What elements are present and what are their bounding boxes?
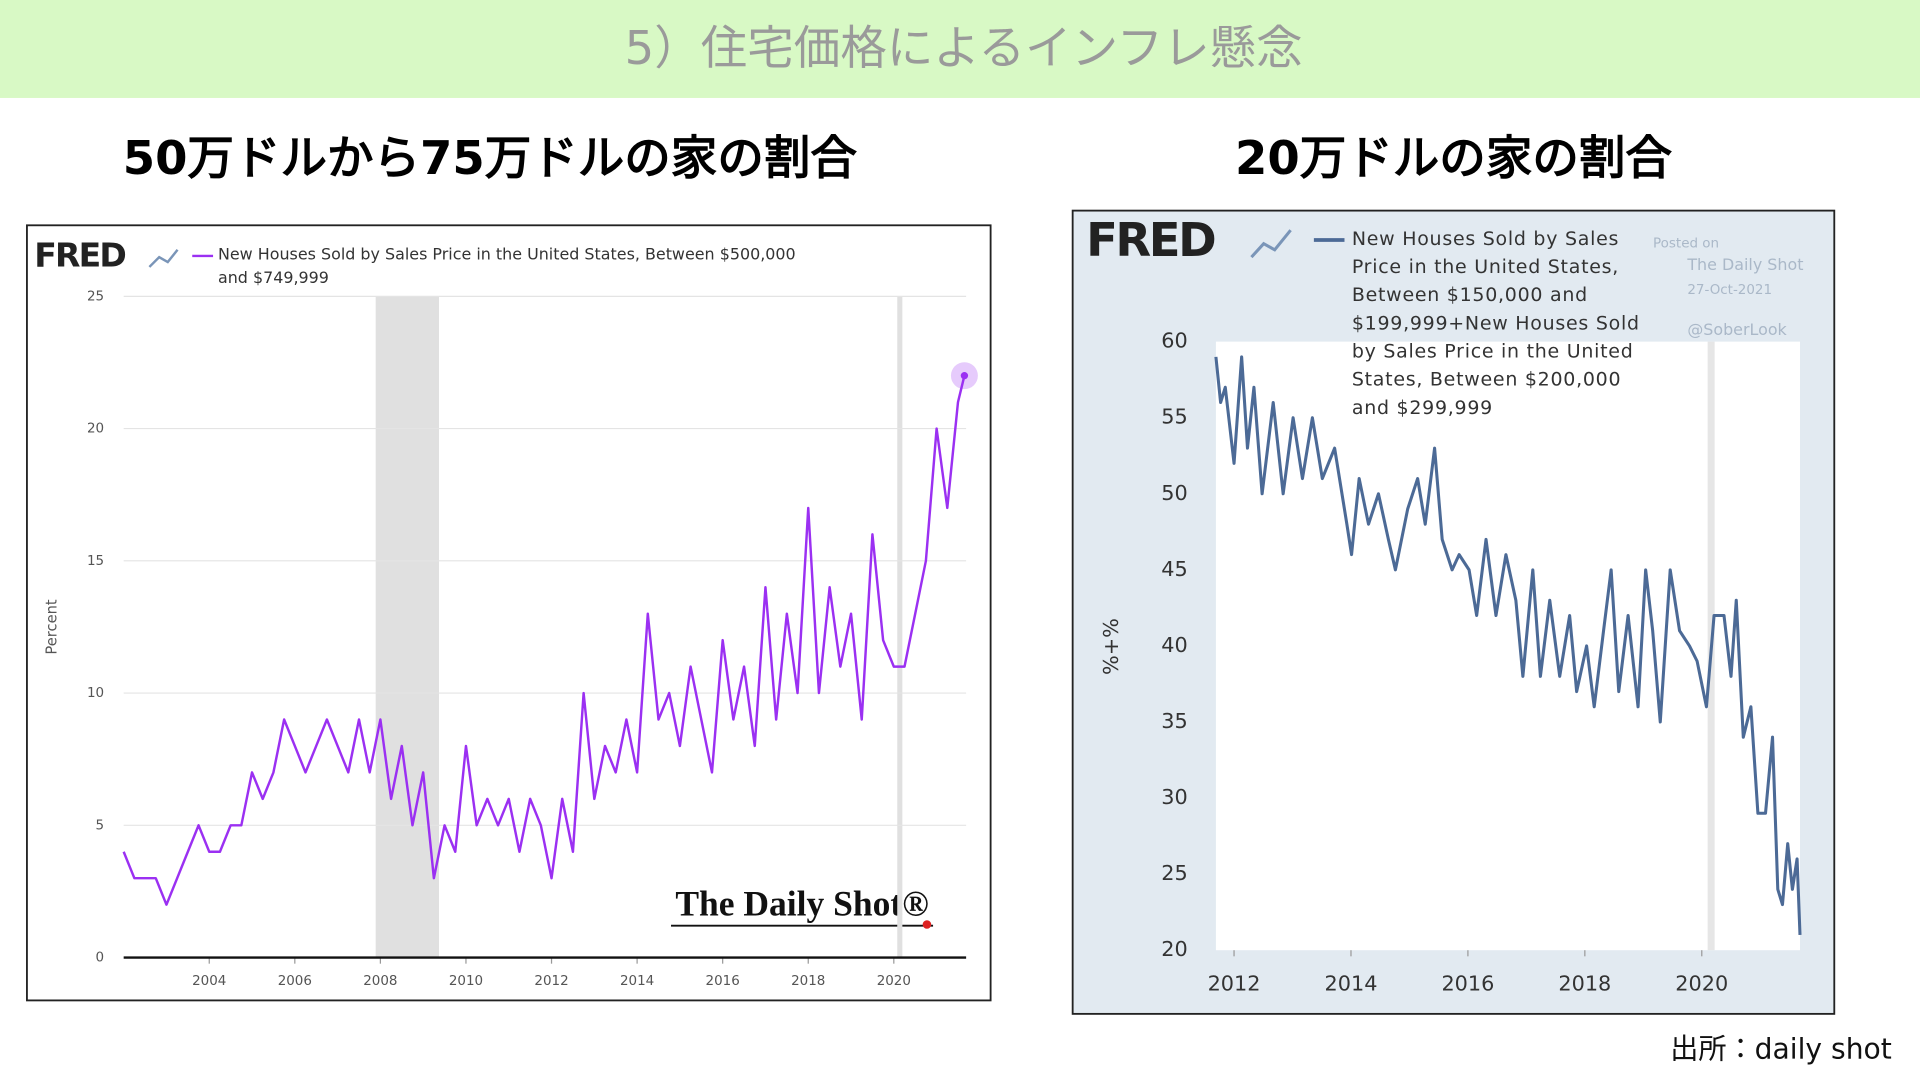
handle: @SoberLook: [1687, 320, 1787, 339]
x-tick-label: 2020: [1675, 971, 1728, 995]
recession-band: [375, 296, 440, 958]
x-tick-label: 2018: [1558, 971, 1611, 995]
fred-logo: FRED: [34, 236, 125, 275]
header-title: 5）住宅価格によるインフレ懸念: [625, 21, 1303, 75]
y-tick-label: 55: [1161, 405, 1187, 429]
y-tick-label: 50: [1161, 481, 1187, 505]
y-tick-label: 30: [1161, 785, 1187, 809]
x-tick-label: 2006: [278, 974, 312, 989]
x-tick-label: 2020: [877, 974, 911, 989]
watermark: The Daily Shot®: [675, 884, 928, 924]
logo-icon: [148, 249, 179, 268]
legend-text: New Houses Sold by Sales Price in the Un…: [1351, 227, 1640, 419]
y-tick-label: 15: [87, 554, 104, 569]
end-marker: [960, 372, 969, 380]
x-tick-label: 2008: [363, 974, 397, 989]
watermark-dot: [922, 920, 932, 929]
y-tick-label: 20: [1161, 937, 1187, 961]
posted-date: 27-Oct-2021: [1687, 283, 1772, 298]
x-tick-label: 2010: [449, 974, 483, 989]
y-tick-label: 35: [1161, 709, 1187, 733]
y-tick-label: 5: [96, 818, 105, 833]
legend: New Houses Sold by Sales Price in the Un…: [1351, 227, 1640, 419]
y-tick-label: 45: [1161, 557, 1187, 581]
posted-on: Posted on: [1653, 237, 1719, 252]
y-tick-label: 40: [1161, 633, 1187, 657]
x-tick-label: 2016: [1441, 971, 1494, 995]
x-tick-label: 2014: [620, 974, 654, 989]
x-tick-label: 2012: [1208, 971, 1261, 995]
x-tick-label: 2012: [534, 974, 568, 989]
y-tick-label: 20: [87, 422, 104, 437]
y-tick-label: 0: [96, 951, 105, 966]
posted-by: The Daily Shot: [1686, 255, 1803, 274]
source-note: 出所：daily shot: [1670, 1033, 1892, 1066]
fred-logo: FRED: [1086, 213, 1215, 267]
data-line: [1214, 355, 1802, 936]
x-tick-label: 2014: [1325, 971, 1378, 995]
chart-heading: 50万ドルから75万ドルの家の割合: [123, 131, 858, 185]
chart-frame: [26, 224, 992, 1002]
legend-text: New Houses Sold by Sales Price in the Un…: [217, 246, 796, 288]
y-axis-label: %+%: [1099, 618, 1123, 675]
logo-icon: [1250, 229, 1292, 259]
chart-heading: 20万ドルの家の割合: [1235, 131, 1672, 185]
y-tick-label: 60: [1161, 329, 1187, 353]
x-tick-label: 2018: [791, 974, 825, 989]
recession-band: [897, 296, 903, 958]
plot-area: [1215, 341, 1800, 951]
y-tick-label: 25: [87, 289, 104, 304]
x-tick-label: 2016: [706, 974, 740, 989]
y-axis-label: Percent: [44, 599, 61, 655]
y-tick-label: 25: [1161, 861, 1187, 885]
legend: New Houses Sold by Sales Price in the Un…: [217, 246, 796, 288]
x-tick-label: 2004: [192, 974, 226, 989]
data-line: [122, 375, 966, 906]
y-tick-label: 10: [87, 686, 104, 701]
header-bar: [0, 0, 1920, 98]
